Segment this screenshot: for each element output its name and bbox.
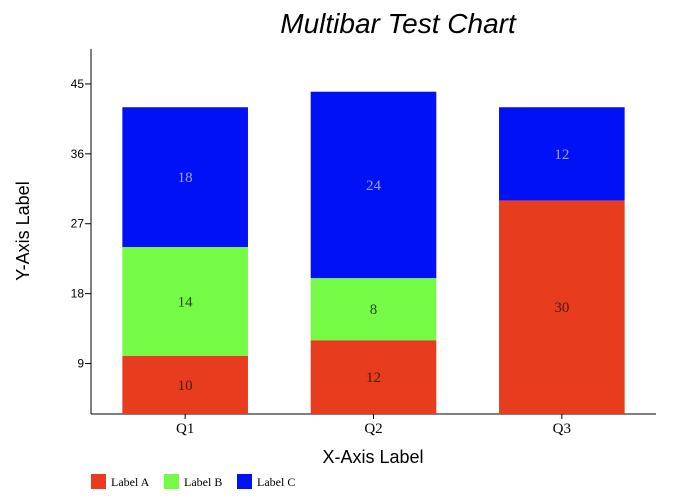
x-tick-label: Q3 [553,421,571,437]
y-ticks-group: 9 18 27 36 45 [71,77,91,371]
bar-segment [122,107,248,248]
x-tick-label: Q1 [176,421,194,437]
legend-label: Label A [111,475,150,489]
bar-data-label: 24 [366,178,382,194]
bar-segment [310,340,437,414]
legend-swatch [91,474,106,489]
bars-group: 10 14 18 12 8 24 30 12 [122,91,625,414]
bar-data-label: 12 [366,370,381,386]
y-tick-label: 18 [71,287,85,301]
legend-label: Label C [257,475,295,489]
bar-segment [499,200,625,414]
x-ticks-group: Q1 Q2 Q3 [176,414,571,437]
chart-title: Multibar Test Chart [280,8,517,39]
y-tick-label: 36 [71,147,85,161]
legend-swatch [164,474,179,489]
bar-data-label: 14 [178,294,194,310]
bar-segment [122,247,248,356]
bar-data-label: 18 [178,170,193,186]
x-tick-label: Q2 [364,421,382,437]
y-tick-label: 9 [77,357,84,371]
bar-segment [499,107,625,201]
y-axis-label: Y-Axis Label [13,181,33,280]
legend-swatch [237,474,252,489]
bar-data-label: 30 [554,300,569,316]
bar-data-label: 12 [554,147,569,163]
legend-label: Label B [184,475,222,489]
y-tick-label: 27 [71,217,85,231]
bar-segment [122,355,248,414]
legend: Label A Label B Label C [91,474,295,489]
y-tick-label: 45 [71,77,85,91]
bar-data-label: 8 [370,302,378,318]
bar-segment [310,278,437,341]
x-axis-label: X-Axis Label [322,447,423,467]
bar-data-label: 10 [178,378,193,394]
bar-segment [310,91,437,279]
